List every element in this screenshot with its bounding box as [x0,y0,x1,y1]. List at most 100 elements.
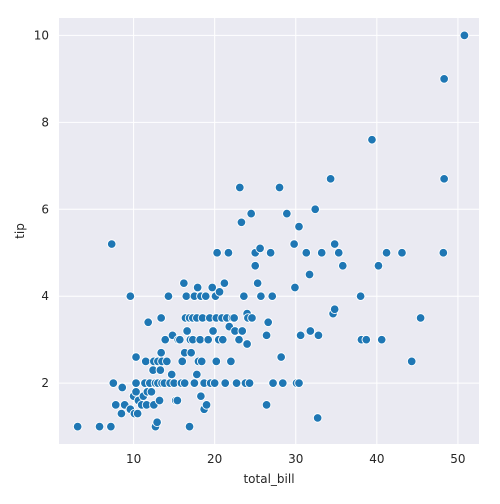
data-point [223,247,234,258]
data-point [333,247,344,258]
data-point [117,382,127,393]
data-point [72,421,83,432]
data-point [274,182,285,193]
data-points [72,30,470,432]
data-point [231,378,242,388]
data-point [177,356,187,367]
data-point [305,326,316,336]
data-point [179,278,189,288]
data-point [236,217,247,228]
data-point [439,174,449,184]
data-point [175,334,185,345]
data-point [196,356,207,367]
data-point [155,365,166,375]
data-point [289,239,299,249]
data-point [255,243,265,254]
data-point [163,291,174,301]
data-point [201,400,212,410]
data-point [106,239,117,249]
data-point [181,291,192,301]
data-point [329,304,340,314]
data-point [182,326,192,336]
x-axis-label: total_bill [243,472,294,486]
data-point [172,395,183,406]
data-point [263,317,273,328]
data-point [338,261,348,271]
data-point [152,417,162,428]
data-point [290,282,300,293]
data-point [355,291,366,301]
data-point [209,378,220,388]
data-point [325,174,336,184]
data-point [294,221,304,232]
tick-labels: 10 20 30 40 50 2 4 6 8 10 [34,28,466,466]
data-point [301,247,312,258]
y-tick-label: 10 [34,28,49,42]
data-point [166,369,177,380]
data-point [116,408,127,419]
data-point [156,313,166,323]
x-tick-label: 50 [450,452,465,466]
y-axis-label: tip [13,223,27,239]
data-point [156,347,166,358]
data-point [143,317,153,328]
data-point [265,247,276,258]
data-point [312,413,323,423]
x-tick-label: 10 [126,452,141,466]
data-point [195,334,205,345]
data-point [282,208,292,219]
data-point [310,204,320,215]
data-point [239,291,249,301]
x-tick-label: 40 [369,452,384,466]
data-point [212,247,222,258]
data-point [459,30,470,41]
data-point [242,339,252,349]
data-point [397,247,407,258]
data-point [208,326,218,336]
data-point [207,282,217,293]
data-point [244,378,255,388]
data-point [160,334,170,345]
data-point [361,334,372,345]
data-point [146,387,157,397]
data-point [278,378,288,388]
data-point [406,356,417,367]
data-point [211,356,222,367]
y-tick-label: 8 [41,115,49,129]
data-point [235,182,245,193]
plot-area [59,18,479,444]
data-point [214,287,225,297]
x-tick-label: 20 [207,452,222,466]
data-point [192,369,202,380]
data-point [246,208,256,219]
data-point [132,408,143,419]
data-point [247,313,257,323]
data-point [316,247,327,258]
data-point [106,421,116,432]
data-point [268,378,278,388]
y-tick-label: 4 [41,289,49,303]
y-tick-label: 2 [41,376,49,390]
data-point [218,334,228,345]
data-point [313,330,324,341]
data-point [373,261,384,271]
data-point [276,352,286,362]
data-point [203,334,213,345]
data-point [196,391,206,401]
data-point [141,356,151,367]
data-point [415,313,426,323]
data-point [179,378,190,388]
data-point [329,239,340,249]
data-point [94,421,105,432]
data-point [219,278,230,288]
data-point [367,134,377,145]
data-point [261,400,272,410]
x-tick-label: 30 [288,452,303,466]
data-point [439,74,449,84]
data-point [295,330,306,341]
data-point [189,378,200,388]
data-point [229,313,239,323]
data-point [376,334,387,345]
